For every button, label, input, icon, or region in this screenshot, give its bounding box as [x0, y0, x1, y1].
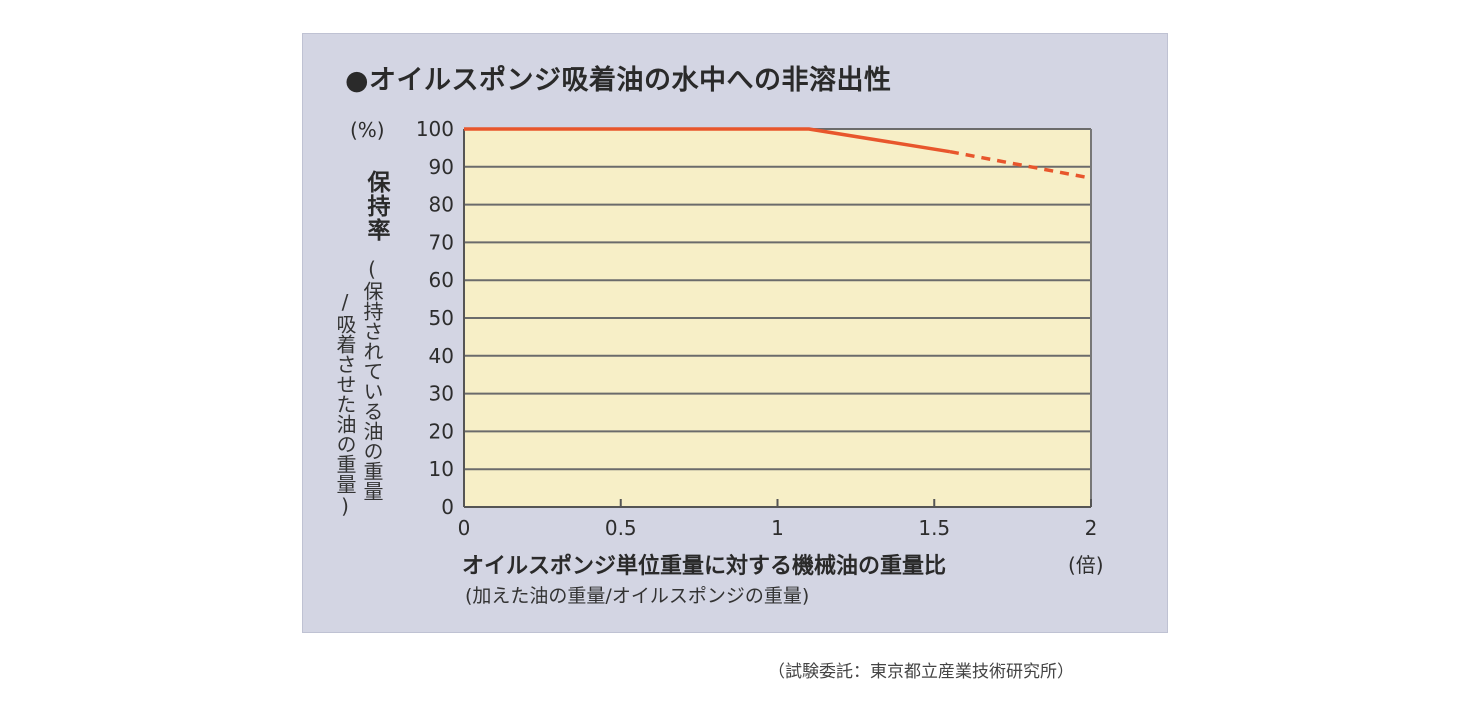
y-tick-label-100: 100 [416, 117, 454, 141]
y-tick-labels: 0 10 20 30 40 50 60 70 80 90 100 [416, 117, 454, 519]
series-line-solid [464, 127, 951, 154]
grid-lines [464, 128, 1091, 471]
y-tick-label-10: 10 [429, 457, 454, 481]
series-lines [464, 127, 1092, 180]
x-tick-label-1: 1 [771, 516, 784, 540]
y-tick-label-20: 20 [429, 419, 454, 443]
x-tick-label-0: 0 [458, 516, 471, 540]
x-tick-label-1.5: 1.5 [918, 516, 950, 540]
y-tick-label-30: 30 [429, 382, 454, 406]
y-tick-label-60: 60 [429, 268, 454, 292]
y-tick-label-80: 80 [429, 193, 454, 217]
y-tick-label-70: 70 [429, 230, 454, 254]
y-axis-unit: (%) [350, 118, 385, 142]
y-tick-label-40: 40 [429, 344, 454, 368]
series-line-dashed [949, 149, 1092, 180]
axes [463, 129, 1092, 508]
x-axis-sublabel: (加えた油の重量/オイルスポンジの重量) [465, 585, 810, 607]
y-axis-sublabel-2: /吸着させた油の重量) [333, 290, 357, 518]
y-tick-label-90: 90 [429, 155, 454, 179]
x-axis-unit: (倍) [1068, 553, 1104, 577]
y-axis-sublabel-1: (保持されている油の重量 [360, 257, 384, 501]
y-tick-label-0: 0 [441, 495, 454, 519]
y-tick-label-50: 50 [429, 306, 454, 330]
x-tick-labels: 0 0.5 1 1.5 2 [458, 516, 1098, 540]
x-tick-label-2: 2 [1085, 516, 1098, 540]
chart-title: ●オイルスポンジ吸着油の水中への非溶出性 [345, 65, 892, 96]
source-note: （試験委託：東京都立産業技術研究所） [768, 662, 1074, 682]
x-axis-label: オイルスポンジ単位重量に対する機械油の重量比 [462, 554, 947, 579]
x-tick-label-0.5: 0.5 [605, 516, 637, 540]
y-axis-label: 保持率 [363, 170, 389, 242]
